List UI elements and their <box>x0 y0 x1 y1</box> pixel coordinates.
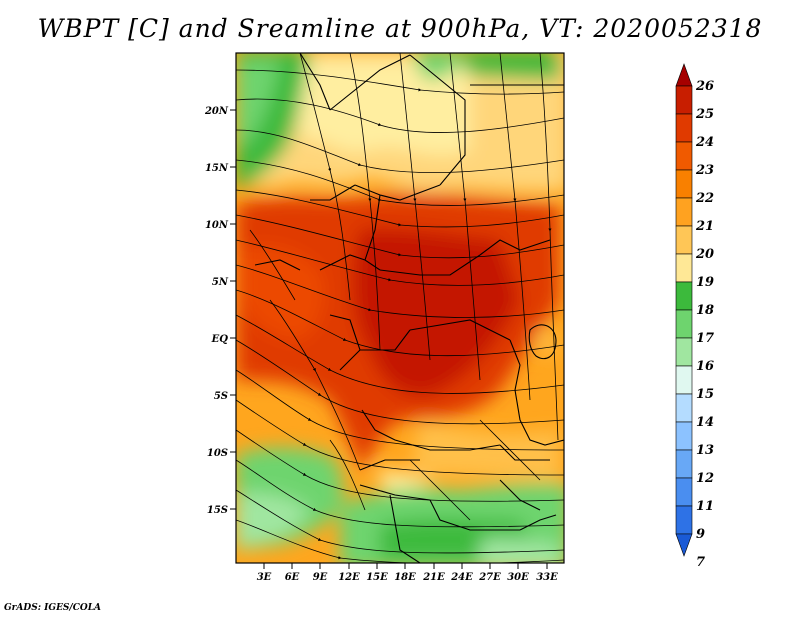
lon-label-33e: 33E <box>536 572 558 583</box>
colorbar-boxes <box>675 63 693 557</box>
lon-ticks <box>263 563 548 569</box>
colorbar-box <box>675 141 693 171</box>
colorbar-box <box>675 449 693 479</box>
colorbar-label: 26 <box>695 79 714 94</box>
colorbar-box <box>675 533 693 557</box>
colorbar-label: 18 <box>696 303 714 318</box>
colorbar-box <box>675 421 693 451</box>
colorbar-box <box>675 393 693 423</box>
colorbar-label: 14 <box>696 415 714 430</box>
map-frame <box>235 52 565 564</box>
colorbar-box <box>675 253 693 283</box>
colorbar-label: 25 <box>695 107 714 122</box>
colorbar-box <box>675 63 693 87</box>
streamlines <box>236 53 564 563</box>
lat-label-15s: 15S <box>207 505 228 516</box>
colorbar-box <box>675 337 693 367</box>
colorbar-label: 9 <box>696 527 705 542</box>
colorbar-box <box>675 225 693 255</box>
colorbar-box <box>675 309 693 339</box>
colorbar-label: 23 <box>695 163 714 178</box>
lat-label-5s: 5S <box>214 391 228 402</box>
lon-labels: 3E 6E 9E 12E 15E 18E 21E 24E 27E 30E 33E <box>257 572 558 583</box>
colorbar-label: 19 <box>696 275 714 290</box>
colorbar-label: 7 <box>696 555 705 570</box>
colorbar-label: 17 <box>696 331 714 346</box>
lat-label-20n: 20N <box>204 106 229 117</box>
colorbar-label: 16 <box>696 359 714 374</box>
colorbar-label: 24 <box>695 135 714 150</box>
lon-label-18e: 18E <box>394 572 416 583</box>
lon-label-30e: 30E <box>507 572 529 583</box>
colorbar-label: 13 <box>696 443 714 458</box>
lat-ticks <box>230 109 236 510</box>
lat-label-15n: 15N <box>205 163 229 174</box>
lon-label-3e: 3E <box>257 572 272 583</box>
colorbar-labels: 26 25 24 23 22 21 20 19 18 17 16 15 14 13 12 11 9 7 <box>695 79 714 570</box>
colorbar-box <box>675 477 693 507</box>
lon-label-24e: 24E <box>450 572 473 583</box>
lat-labels: 20N 15N 10N 5N EQ 5S 10S 15S <box>204 106 229 516</box>
colorbar-label: 22 <box>695 191 714 206</box>
grads-credit: GrADS: IGES/COLA <box>4 603 102 613</box>
colorbar-box <box>675 113 693 143</box>
colorbar-box <box>675 197 693 227</box>
colorbar-box <box>675 85 693 115</box>
lon-label-6e: 6E <box>285 572 300 583</box>
colorbar-box <box>675 365 693 395</box>
colorbar-box <box>675 169 693 199</box>
lon-label-21e: 21E <box>422 572 445 583</box>
colorbar-box <box>675 505 693 535</box>
colorbar-label: 20 <box>695 247 714 262</box>
lon-label-12e: 12E <box>338 572 360 583</box>
colorbar-label: 12 <box>696 471 714 486</box>
colorbar: 26 25 24 23 22 21 20 19 18 17 16 15 14 13 12 11 9 7 <box>675 63 714 570</box>
colorbar-label: 11 <box>696 499 714 514</box>
lon-label-9e: 9E <box>313 572 328 583</box>
colorbar-label: 15 <box>696 387 714 402</box>
lon-label-15e: 15E <box>366 572 388 583</box>
colorbar-box <box>675 281 693 311</box>
country-borders <box>254 53 564 563</box>
lat-label-eq: EQ <box>211 334 229 345</box>
lat-label-5n: 5N <box>212 277 229 288</box>
chart-title: WBPT [C] and Sreamline at 900hPa, VT: 20… <box>37 14 763 43</box>
wbpt-shading <box>236 53 564 563</box>
lat-label-10n: 10N <box>205 220 229 231</box>
colorbar-label: 21 <box>695 219 714 234</box>
lat-label-10s: 10S <box>207 448 228 459</box>
lon-label-27e: 27E <box>478 572 501 583</box>
